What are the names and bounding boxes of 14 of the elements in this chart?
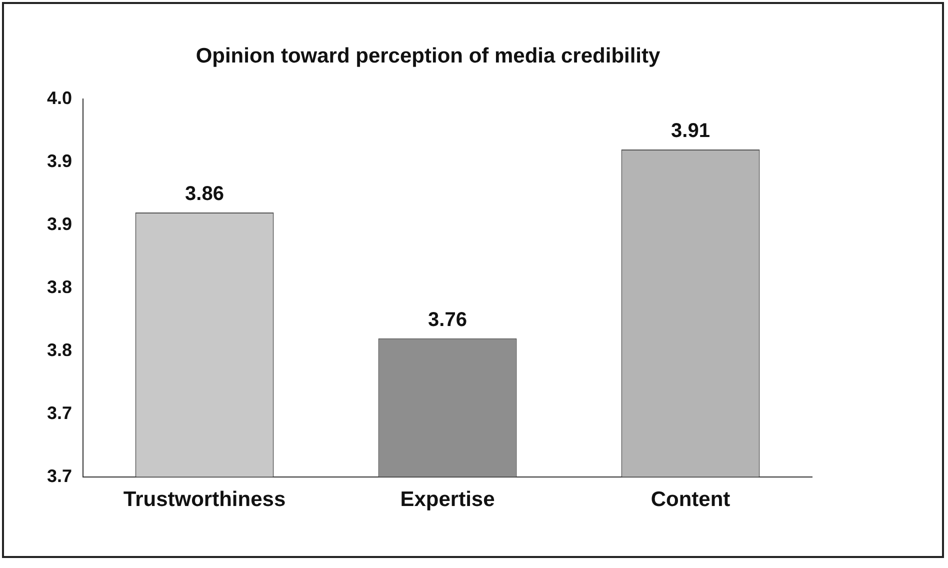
y-tick-label: 3.7	[46, 402, 72, 423]
y-tick-label: 4.0	[46, 88, 72, 108]
y-tick-label: 3.9	[46, 151, 72, 172]
y-tick-label: 3.9	[46, 214, 72, 234]
data-label: 3.91	[671, 120, 710, 142]
x-tick-label: Trustworthiness	[123, 488, 286, 512]
chart-title: Opinion toward perception of media credibility	[196, 44, 661, 68]
data-label: 3.76	[428, 308, 467, 331]
y-tick-label: 3.8	[46, 276, 72, 297]
y-tick-label: 3.7	[46, 466, 72, 486]
x-tick-label: Expertise	[400, 488, 495, 512]
x-tick-label: Content	[650, 488, 730, 512]
y-tick-label: 3.8	[46, 340, 72, 360]
data-label: 3.86	[185, 182, 224, 205]
